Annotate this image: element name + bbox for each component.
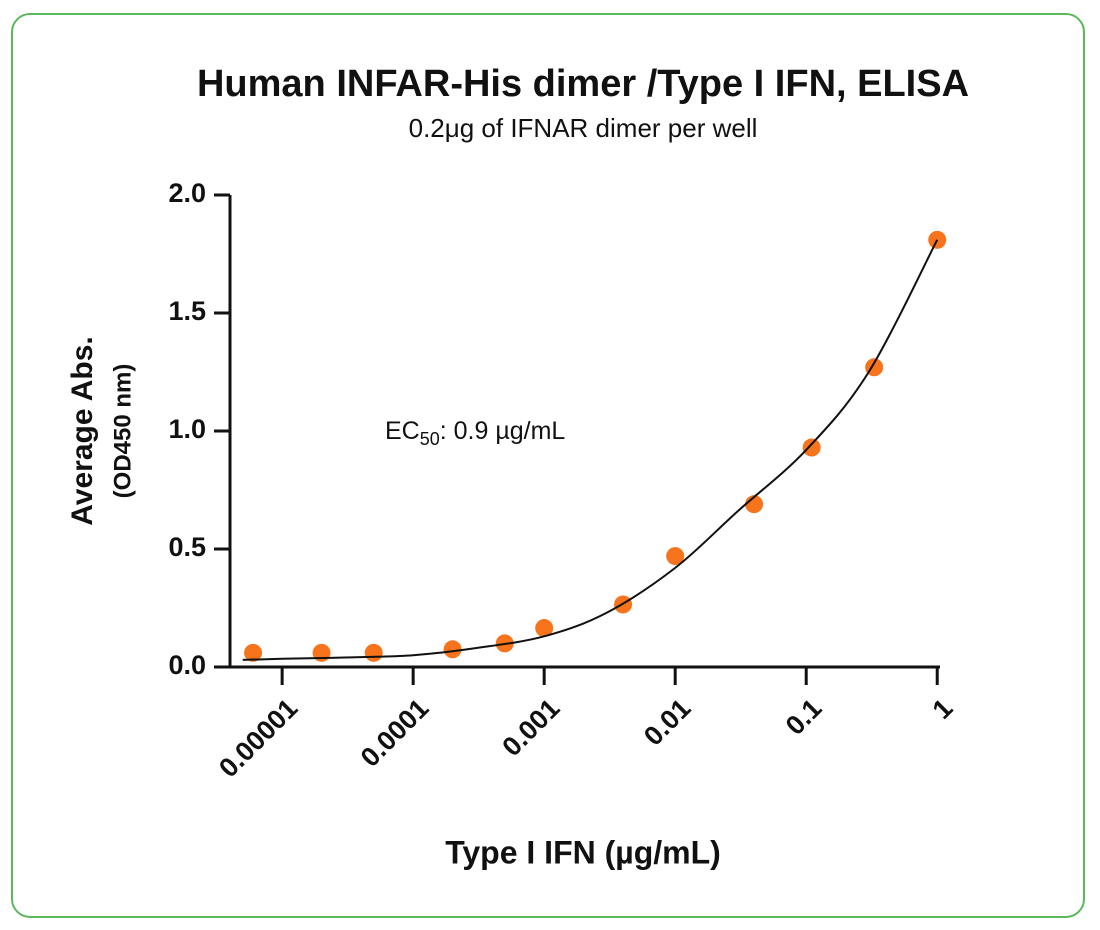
y-tick-label: 2.0	[168, 178, 206, 208]
annotation-text: EC	[385, 417, 420, 445]
data-point	[364, 643, 383, 662]
data-point	[666, 547, 685, 566]
chart-title: Human INFAR-His dimer /Type I IFN, ELISA	[197, 63, 969, 105]
data-point	[535, 619, 554, 638]
data-point	[244, 643, 263, 662]
y-tick-label: 0.0	[168, 650, 206, 680]
annotation-sub: 50	[420, 429, 440, 449]
annotation-text: : 0.9 µg/mL	[440, 417, 566, 445]
y-axis-label: Average Abs.	[66, 336, 99, 526]
annotation: EC50: 0.9 µg/mL	[385, 417, 565, 449]
y-tick-label: 1.5	[168, 296, 206, 326]
frame	[11, 13, 1085, 918]
data-point	[802, 438, 821, 457]
x-axis-label: Type I IFN (µg/mL)	[445, 834, 721, 870]
chart-subtitle: 0.2μg of IFNAR dimer per well	[409, 113, 758, 143]
fit-curve	[242, 239, 939, 661]
y-tick-label: 1.0	[168, 414, 206, 444]
y-tick-label: 0.5	[168, 532, 206, 562]
data-point	[443, 640, 462, 659]
y-axis-label: (OD450 nm)	[109, 364, 136, 499]
